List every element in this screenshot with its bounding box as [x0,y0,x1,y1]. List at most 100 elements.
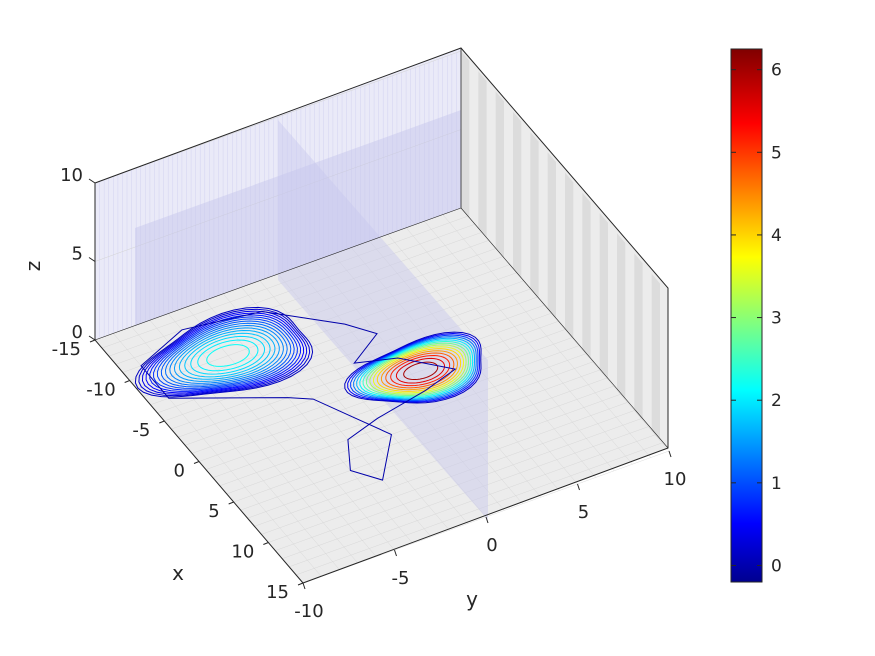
colorbar-tick-label: 6 [771,61,782,81]
y-tick-mark [577,483,580,491]
z-axis-label: z [21,261,45,272]
floor-grid-line [259,280,468,524]
z-tick-mark [88,335,96,341]
z-tick-label: 0 [72,322,83,343]
x-tick-label: -5 [132,420,150,441]
contour-line [140,310,457,481]
floor-grid-line [369,240,578,485]
z-tick-mark [88,257,96,262]
y-tick-label: -10 [294,601,323,622]
y-tick-label: 5 [578,502,589,523]
contour-line [173,327,280,382]
wall-stripe [599,213,608,380]
contour-line [395,357,446,384]
contour-line [376,348,462,392]
floor-grid-line [332,254,542,498]
wall-stripe [547,152,556,319]
slice-plane-x [135,110,461,326]
contour-line [190,335,266,375]
wall-grid-line [94,129,462,262]
x-tick-label: 10 [231,542,254,563]
contour-line [138,308,311,397]
contour-line [197,339,259,372]
colorbar [730,48,763,583]
floor-grid-line [405,227,615,471]
wall-stripe [651,273,660,441]
contour-line [169,325,284,384]
box-edge-floor-left [94,207,462,341]
y-tick-mark [668,450,672,458]
contour-line [362,340,472,398]
contour-lines [134,306,482,481]
z-tick-label: 5 [72,244,83,265]
x-tick-mark [263,542,269,545]
contour-line [153,316,298,391]
wall-stripe [634,253,643,421]
contour-line [178,330,276,380]
colorbar-tick-label: 0 [771,556,782,576]
y-tick-label: 10 [664,469,687,490]
floor-grid-line [442,214,651,458]
wall-stripe [530,132,539,299]
colorbar-tick-label: 1 [771,474,782,494]
contour-line [369,344,467,395]
floor-grid-line [222,293,432,537]
wall-stripe [582,192,591,360]
back-wall-right [461,48,668,448]
x-tick-mark [228,501,234,505]
wall-stripe [495,91,504,259]
contour-line [373,346,464,394]
floor-grid-line [149,320,359,564]
wall-stripe [565,172,574,340]
y-tick-label: -5 [392,568,410,589]
y-tick-mark [394,549,397,557]
wall-stripe [617,233,626,400]
x-tick-label: 5 [208,501,219,522]
wall-stripes [461,51,660,441]
x-tick-label: 0 [174,461,185,482]
contour-line [206,344,250,367]
colorbar-tick-label: 3 [771,309,782,329]
x-tick-label: -15 [52,339,81,360]
grid-lines [94,50,670,584]
colorbar-tick-label: 2 [771,391,782,411]
contour-line [160,320,292,388]
wall-stripe [478,71,487,238]
contour-line [353,336,477,401]
x-tick-mark [193,461,200,464]
contour-line [344,331,482,404]
x-axis-label: x [172,561,184,585]
y-tick-mark [485,516,489,524]
colorbar-ticks: 0 1 2 3 4 5 6 [731,61,782,576]
contour-line [359,339,474,399]
y-tick-label: 0 [486,535,497,556]
slice-plane-y [278,120,488,520]
contour-line [149,314,301,392]
x-tick-mark [124,380,130,383]
y-tick-mark [302,582,306,590]
contour-line [184,332,271,378]
contour-line [356,337,475,400]
box-edge-floor-right [460,207,669,449]
x-tick-mark [297,582,304,586]
x-tick-label: -10 [86,380,115,401]
contour-line [156,318,295,389]
floor-grid-line [168,313,377,557]
y-axis-label: y [466,587,478,611]
z-tick-label: 10 [60,165,83,186]
wall-stripe [513,111,522,279]
colorbar-tick-label: 5 [771,143,782,163]
contour-line [134,306,314,398]
x-tick-mark [159,420,165,424]
floor-grid-line [387,234,596,478]
contour-line [385,352,455,389]
contour-line [380,350,458,391]
wall-stripe [461,51,470,218]
contour-line [350,334,479,402]
contour-line [145,312,305,394]
contour-line [164,322,288,386]
z-tick-mark [88,178,96,184]
contour-line [403,361,439,381]
